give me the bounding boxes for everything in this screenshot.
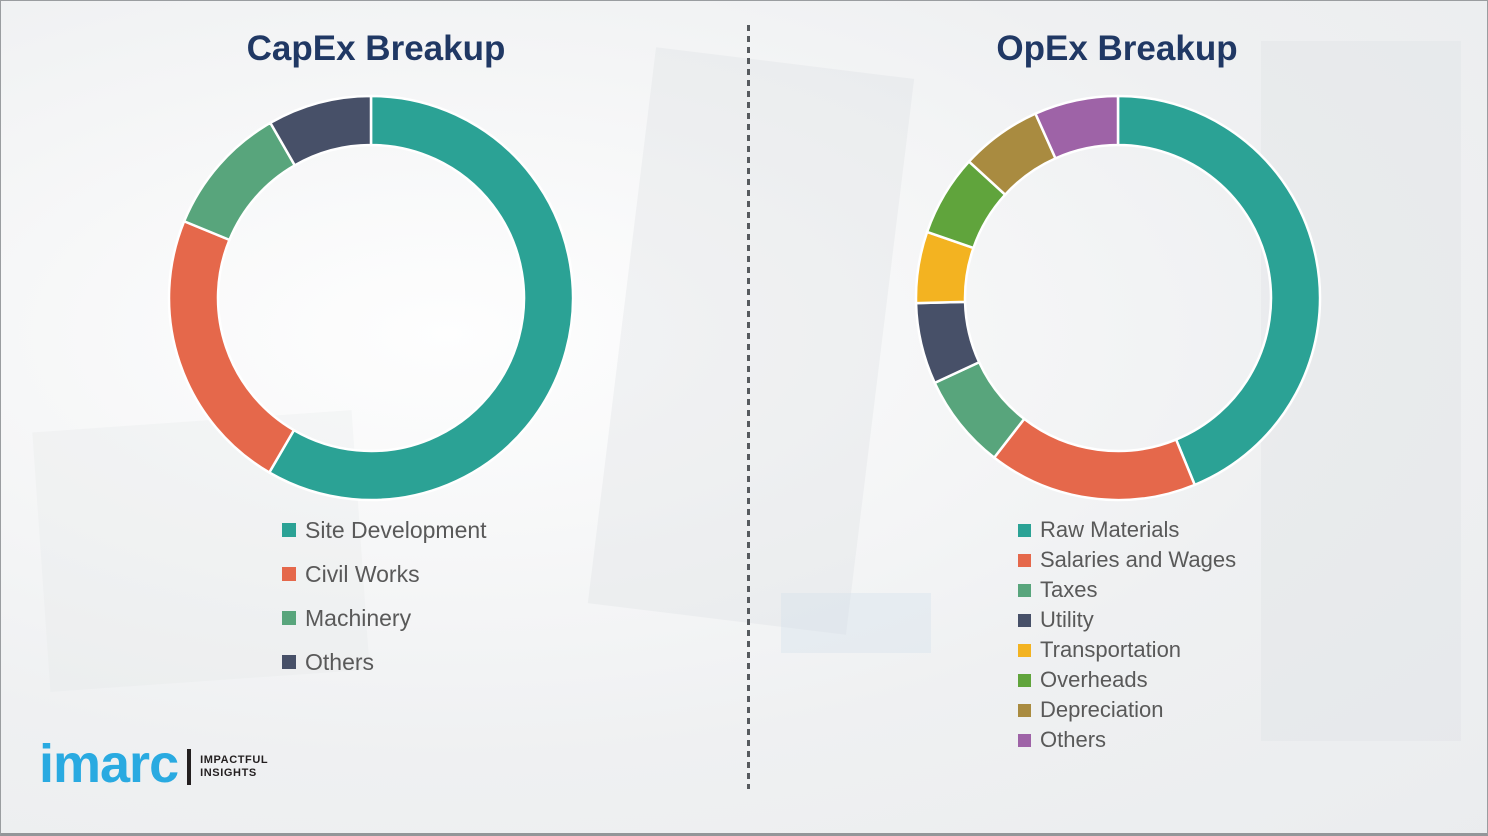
legend-label: Utility [1040, 607, 1094, 632]
legend-item: Transportation [1018, 635, 1236, 665]
donut-segment-site-development [268, 94, 575, 502]
legend-label: Salaries and Wages [1040, 547, 1237, 572]
divider-dashed-line [747, 25, 750, 789]
legend-item: Raw Materials [1018, 515, 1236, 545]
legend-label: Others [305, 648, 375, 675]
donut-segment-civil-works [167, 220, 296, 474]
legend-label: Depreciation [1040, 697, 1164, 722]
legend-label: Overheads [1040, 667, 1148, 692]
capex-chart-title: CapEx Breakup [246, 29, 506, 68]
logo-divider-bar [187, 749, 192, 785]
logo-tagline-line1: IMPACTFUL [200, 754, 269, 766]
legend-swatch [282, 567, 296, 581]
capex-donut-chart [166, 93, 576, 503]
legend-label: Transportation [1040, 637, 1182, 662]
legend-swatch [282, 655, 296, 669]
legend-swatch [1018, 673, 1031, 687]
legend-item: Taxes [1018, 575, 1236, 605]
legend-swatch [1018, 733, 1031, 747]
imarc-wordmark: imarc [39, 734, 179, 794]
legend-label: Civil Works [305, 560, 420, 587]
legend-item: Others [282, 640, 487, 684]
legend-swatch [282, 523, 296, 537]
legend-label: Others [1040, 727, 1107, 752]
legend-label: Machinery [305, 604, 412, 631]
opex-legend: Raw Materials Salaries and Wages Taxes Util… [1018, 515, 1236, 755]
donut-segment-salaries-and-wages [992, 417, 1196, 502]
imarc-logo: imarc IMPACTFUL INSIGHTS [39, 737, 268, 791]
legend-label: Taxes [1040, 577, 1098, 602]
donut-segment-raw-materials [1116, 94, 1322, 487]
logo-tagline: IMPACTFUL INSIGHTS [200, 754, 268, 780]
donut-segment-machinery [182, 121, 297, 242]
opex-donut-chart [913, 93, 1323, 503]
legend-item: Others [1018, 725, 1236, 755]
background-texture [781, 593, 931, 653]
donut-segment-others [269, 94, 373, 167]
legend-item: Overheads [1018, 665, 1236, 695]
opex-chart-title: OpEx Breakup [996, 29, 1238, 68]
logo-tagline-line2: INSIGHTS [200, 767, 257, 779]
legend-label: Raw Materials [1040, 517, 1180, 542]
legend-item: Civil Works [282, 552, 487, 596]
legend-swatch [282, 611, 296, 625]
legend-swatch [1018, 643, 1031, 657]
background-texture [587, 47, 915, 635]
legend-swatch [1018, 613, 1031, 627]
capex-legend: Site Development Civil Works Machinery Othe… [282, 508, 487, 684]
legend-item: Utility [1018, 605, 1236, 635]
donut-segment-others [1034, 94, 1120, 160]
legend-swatch [1018, 583, 1031, 597]
legend-swatch [1018, 523, 1031, 537]
legend-item: Salaries and Wages [1018, 545, 1236, 575]
legend-item: Machinery [282, 596, 487, 640]
legend-swatch [1018, 553, 1031, 567]
legend-label: Site Development [305, 516, 487, 543]
legend-swatch [1018, 703, 1031, 717]
legend-item: Depreciation [1018, 695, 1236, 725]
legend-item: Site Development [282, 508, 487, 552]
